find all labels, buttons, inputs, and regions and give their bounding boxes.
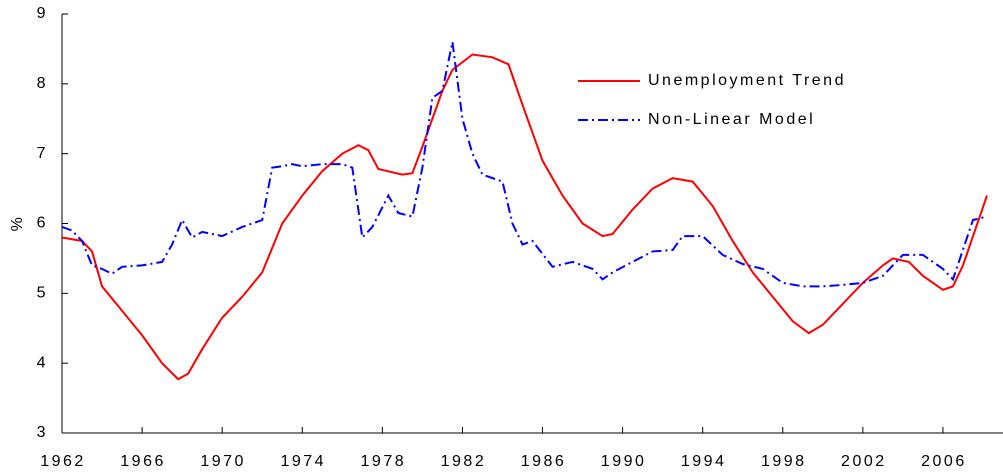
y-tick-label: 4 xyxy=(37,354,48,371)
x-tick-label: 1990 xyxy=(601,453,647,470)
y-tick-label: 7 xyxy=(37,145,48,162)
x-tick-label: 1970 xyxy=(200,453,246,470)
x-tick-label: 1974 xyxy=(280,453,326,470)
x-tick-label: 1978 xyxy=(361,453,407,470)
y-tick-label: 9 xyxy=(37,5,48,22)
x-tick-label: 1962 xyxy=(40,453,86,470)
y-axis-label: % xyxy=(9,215,26,232)
x-tick-label: 1966 xyxy=(120,453,166,470)
x-tick-label: 2006 xyxy=(921,453,967,470)
x-tick-label: 1982 xyxy=(441,453,487,470)
legend-label: Unemployment Trend xyxy=(648,72,846,89)
x-tick-label: 1998 xyxy=(761,453,807,470)
series-line xyxy=(61,41,988,288)
y-tick-label: 6 xyxy=(37,215,48,232)
x-tick-label: 2002 xyxy=(841,453,887,470)
x-tick-label: 1986 xyxy=(521,453,567,470)
x-tick-label: 1994 xyxy=(681,453,727,470)
y-tick-label: 5 xyxy=(37,285,48,302)
y-tick-label: 3 xyxy=(37,424,48,441)
legend-label: Non-Linear Model xyxy=(648,111,815,128)
y-tick-label: 8 xyxy=(37,75,48,92)
series-line xyxy=(61,53,988,381)
